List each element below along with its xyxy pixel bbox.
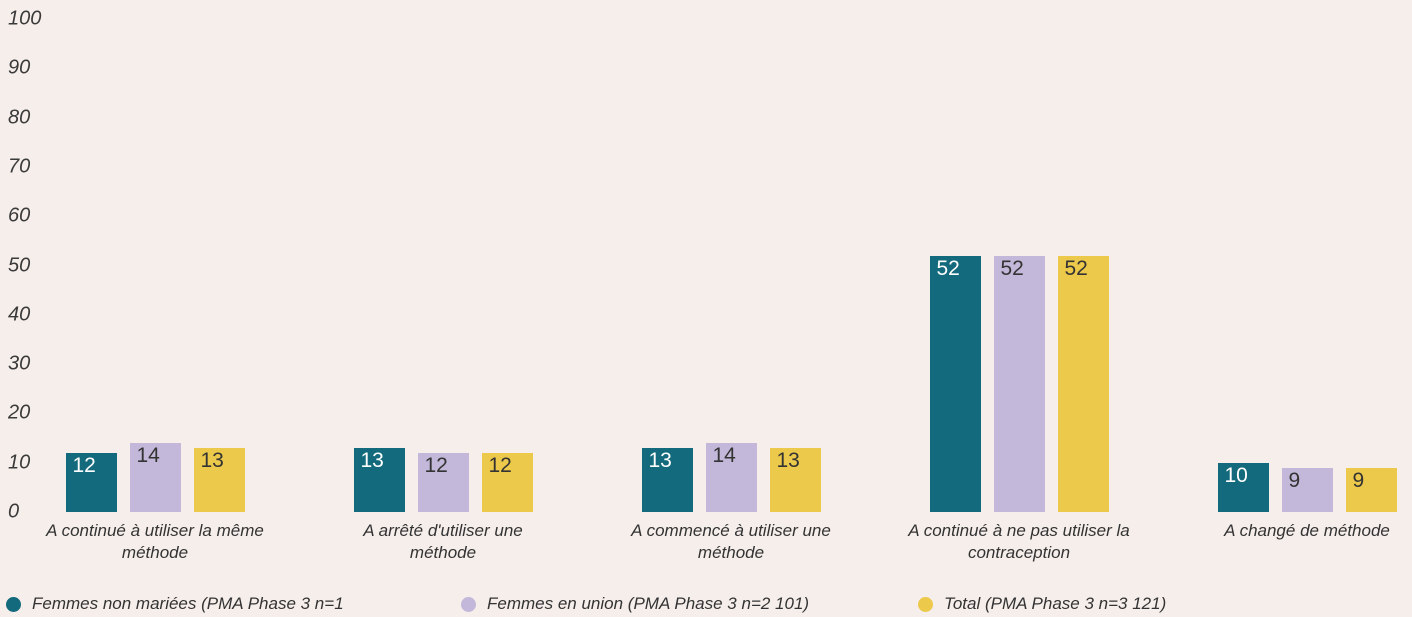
data-label: 13 (200, 448, 224, 472)
legend-marker (6, 597, 21, 612)
y-tick-label: 0 (8, 500, 20, 523)
data-label: 9 (1288, 468, 1301, 492)
data-label: 52 (936, 256, 960, 280)
x-tick-label: A changé de méthode (1224, 521, 1390, 540)
y-tick-label: 30 (8, 352, 31, 375)
data-label: 12 (424, 453, 448, 477)
y-tick-label: 70 (8, 155, 31, 178)
data-label: 12 (488, 453, 512, 477)
y-tick-label: 60 (8, 204, 31, 227)
x-tick-label: A arrêté d'utiliser une méthode (363, 521, 523, 562)
bar (1281, 467, 1333, 512)
legend-label: Femmes non mariées (PMA Phase 3 n=1 (32, 594, 344, 613)
y-tick-label: 40 (8, 303, 31, 326)
data-label: 13 (648, 448, 672, 472)
bar (993, 255, 1045, 512)
legend-label: Femmes en union (PMA Phase 3 n=2 101) (487, 594, 810, 613)
y-tick-label: 10 (8, 451, 31, 474)
data-label: 13 (776, 448, 800, 472)
data-label: 13 (360, 448, 384, 472)
legend-label: Total (PMA Phase 3 n=3 121) (944, 594, 1167, 613)
bar (1057, 255, 1109, 512)
bar (65, 452, 117, 512)
data-label: 14 (712, 443, 736, 467)
bar (481, 452, 533, 512)
x-tick-label: A continué à utiliser la même méthode (46, 521, 264, 562)
data-label: 52 (1064, 256, 1088, 280)
bar (1345, 467, 1397, 512)
y-tick-label: 80 (8, 106, 31, 129)
data-label: 14 (136, 443, 160, 467)
bar (417, 452, 469, 512)
bar (705, 442, 757, 512)
bar (1217, 462, 1269, 512)
data-label: 12 (72, 453, 96, 477)
y-tick-label: 20 (8, 401, 31, 424)
bar (641, 447, 693, 512)
legend-marker (918, 597, 933, 612)
y-tick-label: 50 (8, 254, 31, 276)
y-tick-label: 90 (8, 56, 31, 79)
bar (129, 442, 181, 512)
legend-marker (461, 597, 476, 612)
data-label: 9 (1352, 468, 1365, 492)
bar (353, 447, 405, 512)
bar (193, 447, 245, 512)
data-label: 52 (1000, 256, 1024, 280)
x-tick-label: A commencé à utiliser une méthode (631, 521, 831, 562)
data-label: 10 (1224, 463, 1248, 487)
bar (929, 255, 981, 512)
y-tick-label: 100 (8, 7, 42, 30)
bar (769, 447, 821, 512)
x-tick-label: A continué à ne pas utiliser la contrace… (908, 521, 1130, 562)
